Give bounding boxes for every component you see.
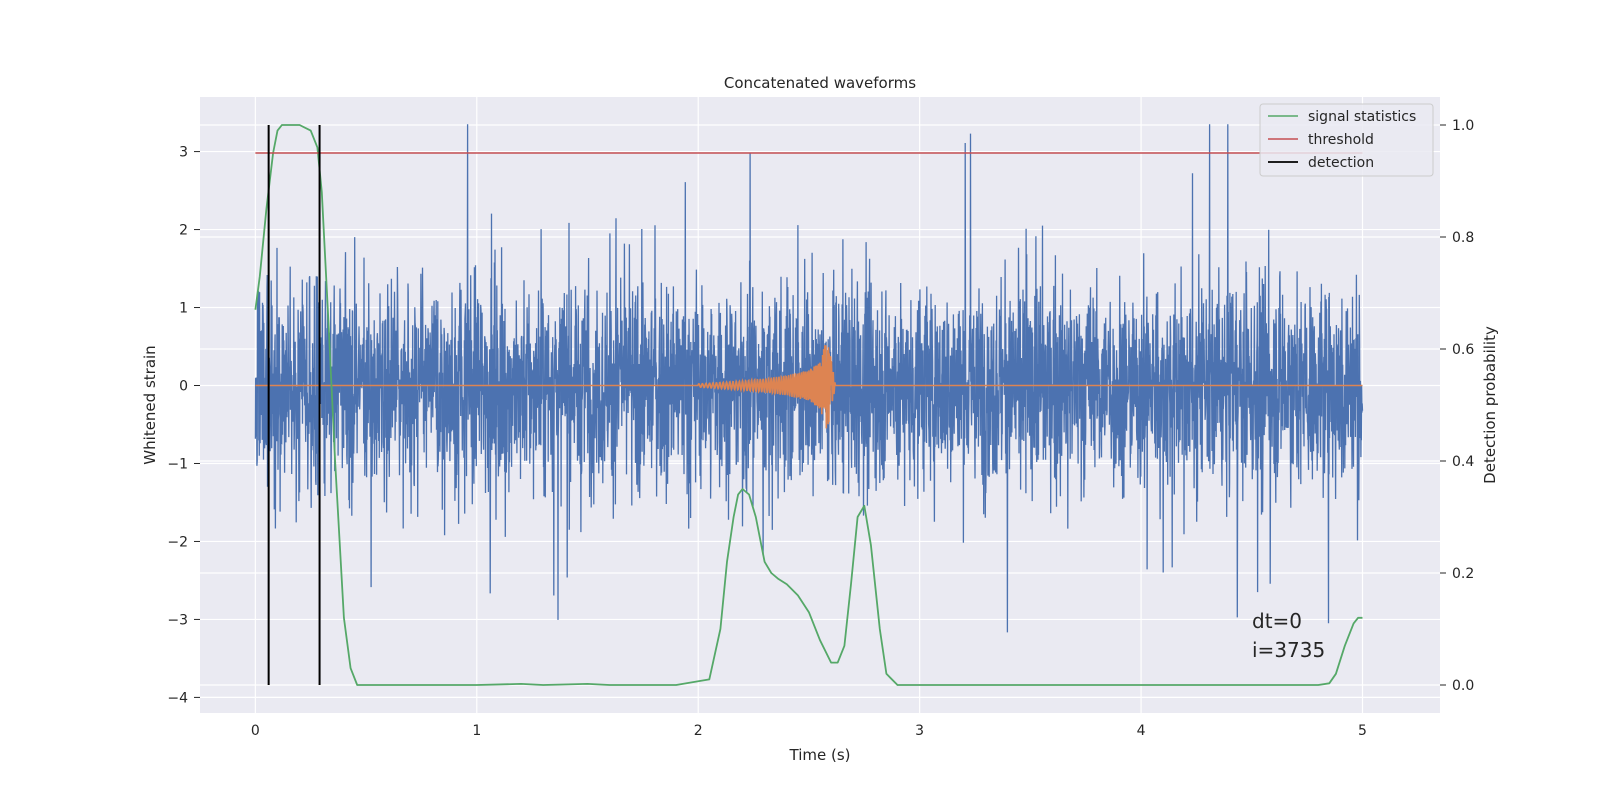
annotation-i: i=3735: [1252, 638, 1325, 662]
y-tick-label: 2: [179, 223, 188, 239]
y-right-tick-label: 0.4: [1452, 454, 1474, 470]
legend-box: [1259, 103, 1434, 177]
y-tick-label: 1: [179, 301, 188, 317]
y-right-tick-label: 0.8: [1452, 230, 1474, 246]
y-tick-label: 0: [179, 379, 188, 395]
legend: signal statistics threshold detection: [1259, 103, 1434, 177]
y-axis-label: Whitened strain: [141, 345, 159, 464]
x-tick-label: 3: [915, 723, 924, 739]
x-tick-label: 1: [472, 723, 481, 739]
injection-line: [255, 345, 1363, 429]
signal-statistics-series: [254, 124, 1363, 686]
legend-label-threshold: threshold: [1308, 132, 1374, 148]
y-tick-label: −3: [167, 612, 188, 628]
x-tick-label: 5: [1358, 723, 1367, 739]
detection-series: [267, 125, 321, 685]
y-right-tick-label: 1.0: [1452, 118, 1474, 134]
chart-title: Concatenated waveforms: [724, 74, 916, 92]
y-tick-label: −4: [167, 690, 188, 706]
y-tick-label: −1: [167, 456, 188, 472]
x-axis-label: Time (s): [789, 746, 851, 764]
injection-series: [255, 345, 1363, 429]
y-axis-right-ticks: 0.0 0.2 0.4 0.6 0.8 1.0: [1440, 118, 1474, 694]
x-axis-ticks: 0 1 2 3 4 5: [251, 723, 1367, 739]
y-axis-right-label: Detection probability: [1481, 326, 1499, 484]
annotation-dt: dt=0: [1252, 609, 1302, 633]
y-axis-left-ticks: −4 −3 −2 −1 0 1 2 3: [167, 145, 200, 706]
legend-label-signal-statistics: signal statistics: [1308, 109, 1416, 125]
x-tick-label: 0: [251, 723, 260, 739]
y-right-tick-label: 0.6: [1452, 342, 1474, 358]
x-tick-label: 4: [1137, 723, 1146, 739]
y-right-tick-label: 0.2: [1452, 566, 1474, 582]
y-tick-label: −2: [167, 534, 188, 550]
x-tick-label: 2: [694, 723, 703, 739]
legend-label-detection: detection: [1308, 155, 1374, 171]
y-right-tick-label: 0.0: [1452, 678, 1474, 694]
y-tick-label: 3: [179, 145, 188, 161]
signal-statistics-line: [254, 124, 1363, 686]
